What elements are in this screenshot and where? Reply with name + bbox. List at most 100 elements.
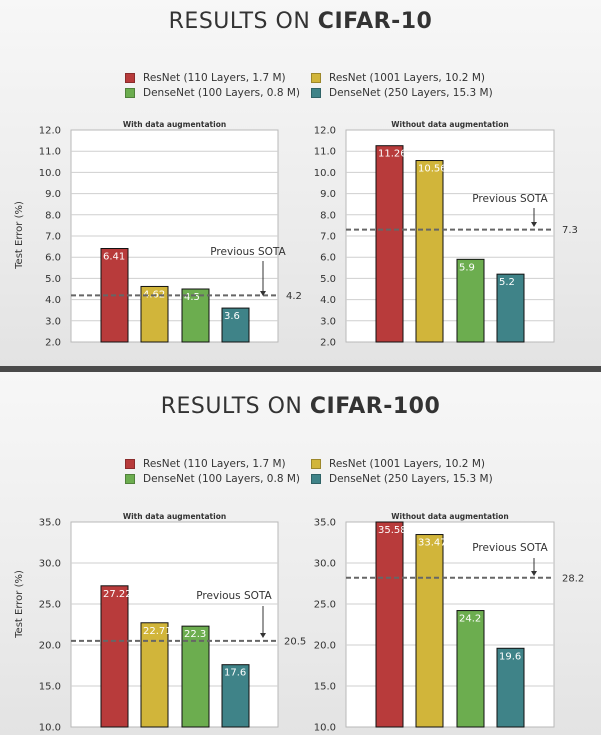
title-dataset: CIFAR-100 — [309, 394, 441, 419]
y-tick-label: 4.0 — [45, 295, 61, 306]
legend-swatch — [311, 88, 321, 98]
legend-label: DenseNet (250 Layers, 15.3 M) — [329, 87, 493, 99]
sota-annotation: Previous SOTA — [472, 193, 548, 205]
chart-4: Without data augmentation 10.0 15.0 20.0 25.… — [314, 512, 585, 734]
y-tick-label: 4.0 — [320, 295, 336, 306]
slide-separator — [0, 366, 601, 372]
charts-cifar100: Test Error (%) With data augmentation 10.… — [14, 512, 585, 734]
legend-item-densenet250: DenseNet (250 Layers, 15.3 M) — [311, 87, 493, 99]
legend-label: ResNet (1001 Layers, 10.2 M) — [329, 458, 485, 470]
sota-arrow-head — [531, 222, 537, 227]
sota-value-label: 4.2 — [286, 291, 302, 302]
sota-arrow-head — [260, 291, 266, 296]
bar — [375, 145, 404, 343]
sota-arrow-head — [260, 633, 266, 638]
sota-arrow-head — [531, 571, 537, 576]
legend-item-densenet250: DenseNet (250 Layers, 15.3 M) — [311, 473, 493, 485]
legend-label: DenseNet (100 Layers, 0.8 M) — [143, 473, 300, 485]
y-tick-label: 5.0 — [320, 274, 336, 285]
bar — [181, 288, 210, 343]
bar — [221, 664, 250, 728]
legend-item-resnet110: ResNet (110 Layers, 1.7 M) — [125, 72, 286, 84]
y-tick-label: 2.0 — [45, 338, 61, 349]
y-tick-label: 12.0 — [39, 126, 61, 137]
bar-value-label: 22.3 — [184, 629, 206, 640]
chart-2: Without data augmentation 2.0 3.0 4.0 5.0 6.0… — [314, 120, 578, 349]
y-tick-label: 9.0 — [45, 189, 61, 200]
y-tick-label: 15.0 — [39, 682, 61, 693]
bar-value-label: 10.56 — [418, 164, 447, 175]
y-tick-label: 2.0 — [320, 338, 336, 349]
y-tick-label: 7.0 — [45, 232, 61, 243]
bar-value-label: 3.6 — [224, 311, 240, 322]
bar — [456, 258, 485, 343]
bar-value-label: 17.6 — [224, 668, 246, 679]
bar-value-label: 27.22 — [103, 589, 132, 600]
slide-title: RESULTS ON CIFAR-100 — [0, 394, 601, 419]
y-tick-label: 7.0 — [320, 232, 336, 243]
legend-label: DenseNet (250 Layers, 15.3 M) — [329, 473, 493, 485]
y-tick-label: 9.0 — [320, 189, 336, 200]
chart-subtitle: With data augmentation — [123, 512, 226, 521]
bar — [496, 273, 525, 343]
slide-cifar100: RESULTS ON CIFAR-100 ResNet (110 Layers,… — [0, 372, 601, 735]
y-tick-label: 20.0 — [314, 641, 336, 652]
sota-value-label: 7.3 — [562, 225, 578, 236]
y-tick-label: 15.0 — [314, 682, 336, 693]
title-prefix: RESULTS ON — [168, 9, 318, 34]
bar-value-label: 5.2 — [499, 277, 515, 288]
y-axis-label: Test Error (%) — [14, 201, 25, 270]
legend-swatch — [311, 459, 321, 469]
slide-cifar10: RESULTS ON CIFAR-10 ResNet (110 Layers, … — [0, 0, 601, 366]
sota-annotation: Previous SOTA — [196, 590, 272, 602]
legend-swatch — [125, 474, 135, 484]
legend-item-resnet1001: ResNet (1001 Layers, 10.2 M) — [311, 458, 485, 470]
y-tick-label: 3.0 — [45, 316, 61, 327]
bar — [181, 625, 210, 728]
y-tick-label: 10.0 — [314, 168, 336, 179]
sota-value-label: 20.5 — [284, 636, 306, 647]
y-tick-label: 35.0 — [39, 518, 61, 529]
y-tick-label: 11.0 — [39, 147, 61, 158]
y-tick-label: 12.0 — [314, 126, 336, 137]
y-tick-label: 10.0 — [39, 168, 61, 179]
chart-1: With data augmentation 2.0 3.0 4.0 5.0 6.0 7.0… — [39, 120, 302, 349]
y-tick-label: 3.0 — [320, 316, 336, 327]
title-dataset: CIFAR-10 — [317, 9, 433, 34]
chart-subtitle: Without data augmentation — [391, 120, 508, 129]
chart-subtitle: Without data augmentation — [391, 512, 508, 521]
bar-value-label: 33.47 — [418, 538, 447, 549]
sota-annotation: Previous SOTA — [472, 542, 548, 554]
slide-title: RESULTS ON CIFAR-10 — [0, 9, 601, 34]
bar — [456, 610, 485, 728]
y-tick-label: 10.0 — [39, 723, 61, 734]
bar — [221, 307, 250, 343]
bar — [140, 622, 169, 728]
y-tick-label: 20.0 — [39, 641, 61, 652]
bar — [415, 534, 444, 728]
y-tick-label: 11.0 — [314, 147, 336, 158]
bar — [375, 521, 404, 728]
legend-swatch — [311, 474, 321, 484]
bar — [496, 647, 525, 728]
bar-value-label: 22.71 — [143, 626, 172, 637]
bar — [415, 160, 444, 343]
y-tick-label: 25.0 — [314, 600, 336, 611]
y-tick-label: 30.0 — [39, 559, 61, 570]
bar-value-label: 19.6 — [499, 651, 521, 662]
y-tick-label: 25.0 — [39, 600, 61, 611]
bar-value-label: 4.5 — [184, 292, 200, 303]
legend-swatch — [125, 459, 135, 469]
y-tick-label: 30.0 — [314, 559, 336, 570]
legend-label: DenseNet (100 Layers, 0.8 M) — [143, 87, 300, 99]
y-tick-label: 8.0 — [45, 210, 61, 221]
y-tick-label: 10.0 — [314, 723, 336, 734]
legend-item-resnet1001: ResNet (1001 Layers, 10.2 M) — [311, 72, 485, 84]
y-tick-label: 6.0 — [45, 253, 61, 264]
sota-annotation: Previous SOTA — [210, 246, 286, 258]
chart-subtitle: With data augmentation — [123, 120, 226, 129]
legend-swatch — [125, 88, 135, 98]
y-tick-label: 6.0 — [320, 253, 336, 264]
sota-value-label: 28.2 — [562, 573, 584, 584]
legend-swatch — [125, 73, 135, 83]
